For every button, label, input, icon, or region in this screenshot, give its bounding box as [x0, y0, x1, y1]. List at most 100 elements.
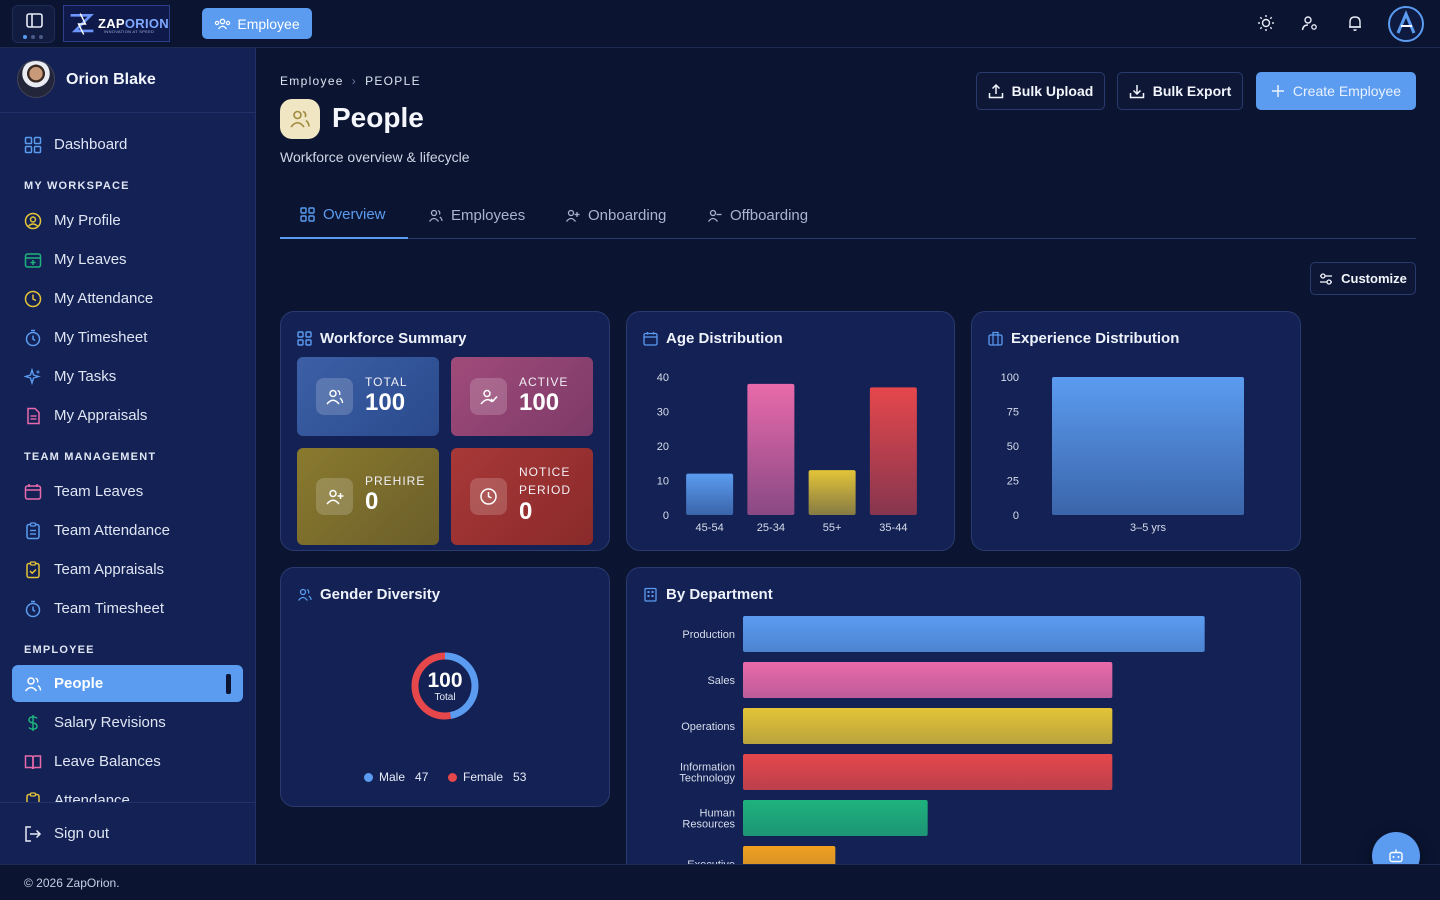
- app-logo[interactable]: ZAPORION INNOVATION AT SPEED: [63, 5, 170, 42]
- breadcrumb-root[interactable]: Employee: [280, 74, 344, 88]
- dollar-icon: [28, 714, 38, 731]
- profile-avatar-button[interactable]: [1388, 6, 1424, 42]
- tab-label: Onboarding: [588, 206, 667, 224]
- age-distribution-card: Age Distribution 0 10 20 30 40 45-54 25-34 55+ 3…: [626, 311, 955, 551]
- sidebar-item-salary-revisions[interactable]: Salary Revisions: [12, 704, 243, 741]
- bar-55+: [808, 470, 856, 515]
- bar-3–5 yrs: [1052, 377, 1244, 515]
- sidebar-item-my-tasks[interactable]: My Tasks: [12, 358, 243, 395]
- user-name: Orion Blake: [66, 71, 156, 88]
- y-tick-label: 25: [1007, 476, 1019, 488]
- sidebar-item-my-leaves[interactable]: My Leaves: [12, 241, 243, 278]
- y-tick-label: 20: [657, 441, 669, 453]
- donut-total-value: 100: [427, 669, 463, 692]
- user-circle-icon: [24, 212, 42, 229]
- y-tick-label: 30: [657, 407, 669, 419]
- sun-icon: [1258, 15, 1274, 31]
- sidebar-item-label: People: [54, 675, 104, 692]
- create-employee-button[interactable]: Create Employee: [1256, 72, 1416, 110]
- user-profile-header[interactable]: Orion Blake: [0, 48, 255, 113]
- sidebar-nav[interactable]: Dashboard MY WORKSPACE My Profile My Lea…: [0, 114, 255, 802]
- sidebar-item-my-attendance[interactable]: My Attendance: [12, 280, 243, 317]
- user-avatar: [17, 60, 55, 98]
- upload-icon: [988, 83, 1003, 99]
- page-subtitle: Workforce overview & lifecycle: [280, 149, 470, 165]
- sidebar-toggle-button[interactable]: [12, 5, 55, 43]
- tile-label-line: NOTICE: [519, 465, 571, 479]
- bulk-export-label: Bulk Export: [1152, 83, 1232, 99]
- sidebar-item-my-appraisals[interactable]: My Appraisals: [12, 397, 243, 434]
- page-icon: [280, 99, 320, 139]
- sidebar-item-label: Dashboard: [54, 136, 128, 153]
- sidebar-item-dashboard[interactable]: Dashboard: [12, 126, 243, 163]
- sidebar-item-team-appraisals[interactable]: Team Appraisals: [12, 551, 243, 588]
- tab-employees[interactable]: Employees: [408, 191, 545, 239]
- sidebar-item-label: My Attendance: [54, 290, 154, 307]
- briefcase-icon: [988, 331, 1003, 346]
- theme-toggle-button[interactable]: [1257, 14, 1275, 32]
- sidebar-item-team-attendance[interactable]: Team Attendance: [12, 512, 243, 549]
- donut-slice-female: [411, 652, 479, 720]
- card-title: By Department: [643, 586, 773, 603]
- tile-value: 0: [519, 498, 533, 525]
- active-tile[interactable]: ACTIVE 100: [451, 357, 593, 436]
- workforce-summary-card: Workforce Summary TOTAL 100 ACTIVE 100 P…: [280, 311, 610, 551]
- x-tick-label: 55+: [823, 522, 842, 534]
- document-icon: [27, 407, 40, 424]
- download-icon: [1129, 85, 1144, 99]
- bulk-upload-button[interactable]: Bulk Upload: [976, 72, 1105, 110]
- clipboard-check-icon: [26, 560, 40, 578]
- create-employee-label: Create Employee: [1292, 83, 1402, 99]
- sidebar-item-people[interactable]: People: [12, 665, 243, 702]
- y-tick-label: 50: [1007, 441, 1019, 453]
- gender-diversity-card: Gender Diversity 100 Total Male 47 Female…: [280, 567, 610, 807]
- bulk-export-button[interactable]: Bulk Export: [1117, 72, 1243, 110]
- sidebar-item-team-timesheet[interactable]: Team Timesheet: [12, 590, 243, 627]
- sidebar-item-label: Attendance: [54, 792, 130, 802]
- experience-bar-chart: 0 25 50 75 100 3–5 yrs: [1001, 372, 1244, 534]
- calendar-icon: [24, 483, 42, 500]
- tab-label: Overview: [323, 205, 386, 223]
- sidebar: Orion Blake Dashboard MY WORKSPACE My Pr…: [0, 48, 256, 864]
- plus-icon: [1271, 85, 1284, 97]
- pager-dots: [23, 35, 43, 39]
- y-tick-label: Resources: [682, 819, 735, 831]
- sign-out-button[interactable]: Sign out: [12, 815, 243, 852]
- y-tick-label: 0: [663, 510, 669, 522]
- notice-period-tile[interactable]: NOTICE PERIOD 0: [451, 448, 593, 545]
- sidebar-item-my-timesheet[interactable]: My Timesheet: [12, 319, 243, 356]
- prehire-tile[interactable]: PREHIRE 0: [297, 448, 439, 545]
- sidebar-item-my-profile[interactable]: My Profile: [12, 202, 243, 239]
- timer-icon: [25, 600, 41, 617]
- sidebar-item-label: My Tasks: [54, 368, 117, 385]
- sidebar-item-leave-balances[interactable]: Leave Balances: [12, 743, 243, 780]
- employee-module-button[interactable]: Employee: [202, 8, 312, 39]
- section-team-management: TEAM MANAGEMENT: [24, 451, 157, 463]
- bar-operations: [743, 708, 1113, 744]
- sidebar-item-label: My Profile: [54, 212, 121, 229]
- y-tick-label: 75: [1007, 407, 1019, 419]
- tab-onboarding[interactable]: Onboarding: [545, 191, 686, 239]
- bar-25-34: [747, 383, 795, 515]
- tile-value: 100: [365, 389, 406, 416]
- customize-button[interactable]: Customize: [1310, 262, 1416, 295]
- customize-label: Customize: [1341, 271, 1407, 286]
- sidebar-item-attendance[interactable]: Attendance: [12, 782, 243, 802]
- total-tile[interactable]: TOTAL 100: [297, 357, 439, 436]
- breadcrumb: Employee › PEOPLE: [280, 74, 421, 88]
- tab-overview[interactable]: Overview: [280, 191, 408, 239]
- tile-value: 0: [365, 488, 379, 515]
- clock-icon: [24, 290, 42, 307]
- y-tick-label: Sales: [707, 675, 735, 687]
- calendar-icon: [643, 332, 658, 346]
- tab-offboarding[interactable]: Offboarding: [687, 191, 828, 239]
- donut-total-label: Total: [434, 692, 456, 703]
- notifications-button[interactable]: [1346, 14, 1364, 32]
- user-settings-button[interactable]: [1301, 14, 1319, 32]
- employee-module-label: Employee: [237, 15, 300, 32]
- sidebar-item-team-leaves[interactable]: Team Leaves: [12, 473, 243, 510]
- legend-label: Male: [379, 770, 406, 784]
- y-tick-label: Human: [700, 808, 735, 820]
- legend-value: 53: [513, 770, 527, 784]
- sidebar-item-label: My Timesheet: [54, 329, 148, 346]
